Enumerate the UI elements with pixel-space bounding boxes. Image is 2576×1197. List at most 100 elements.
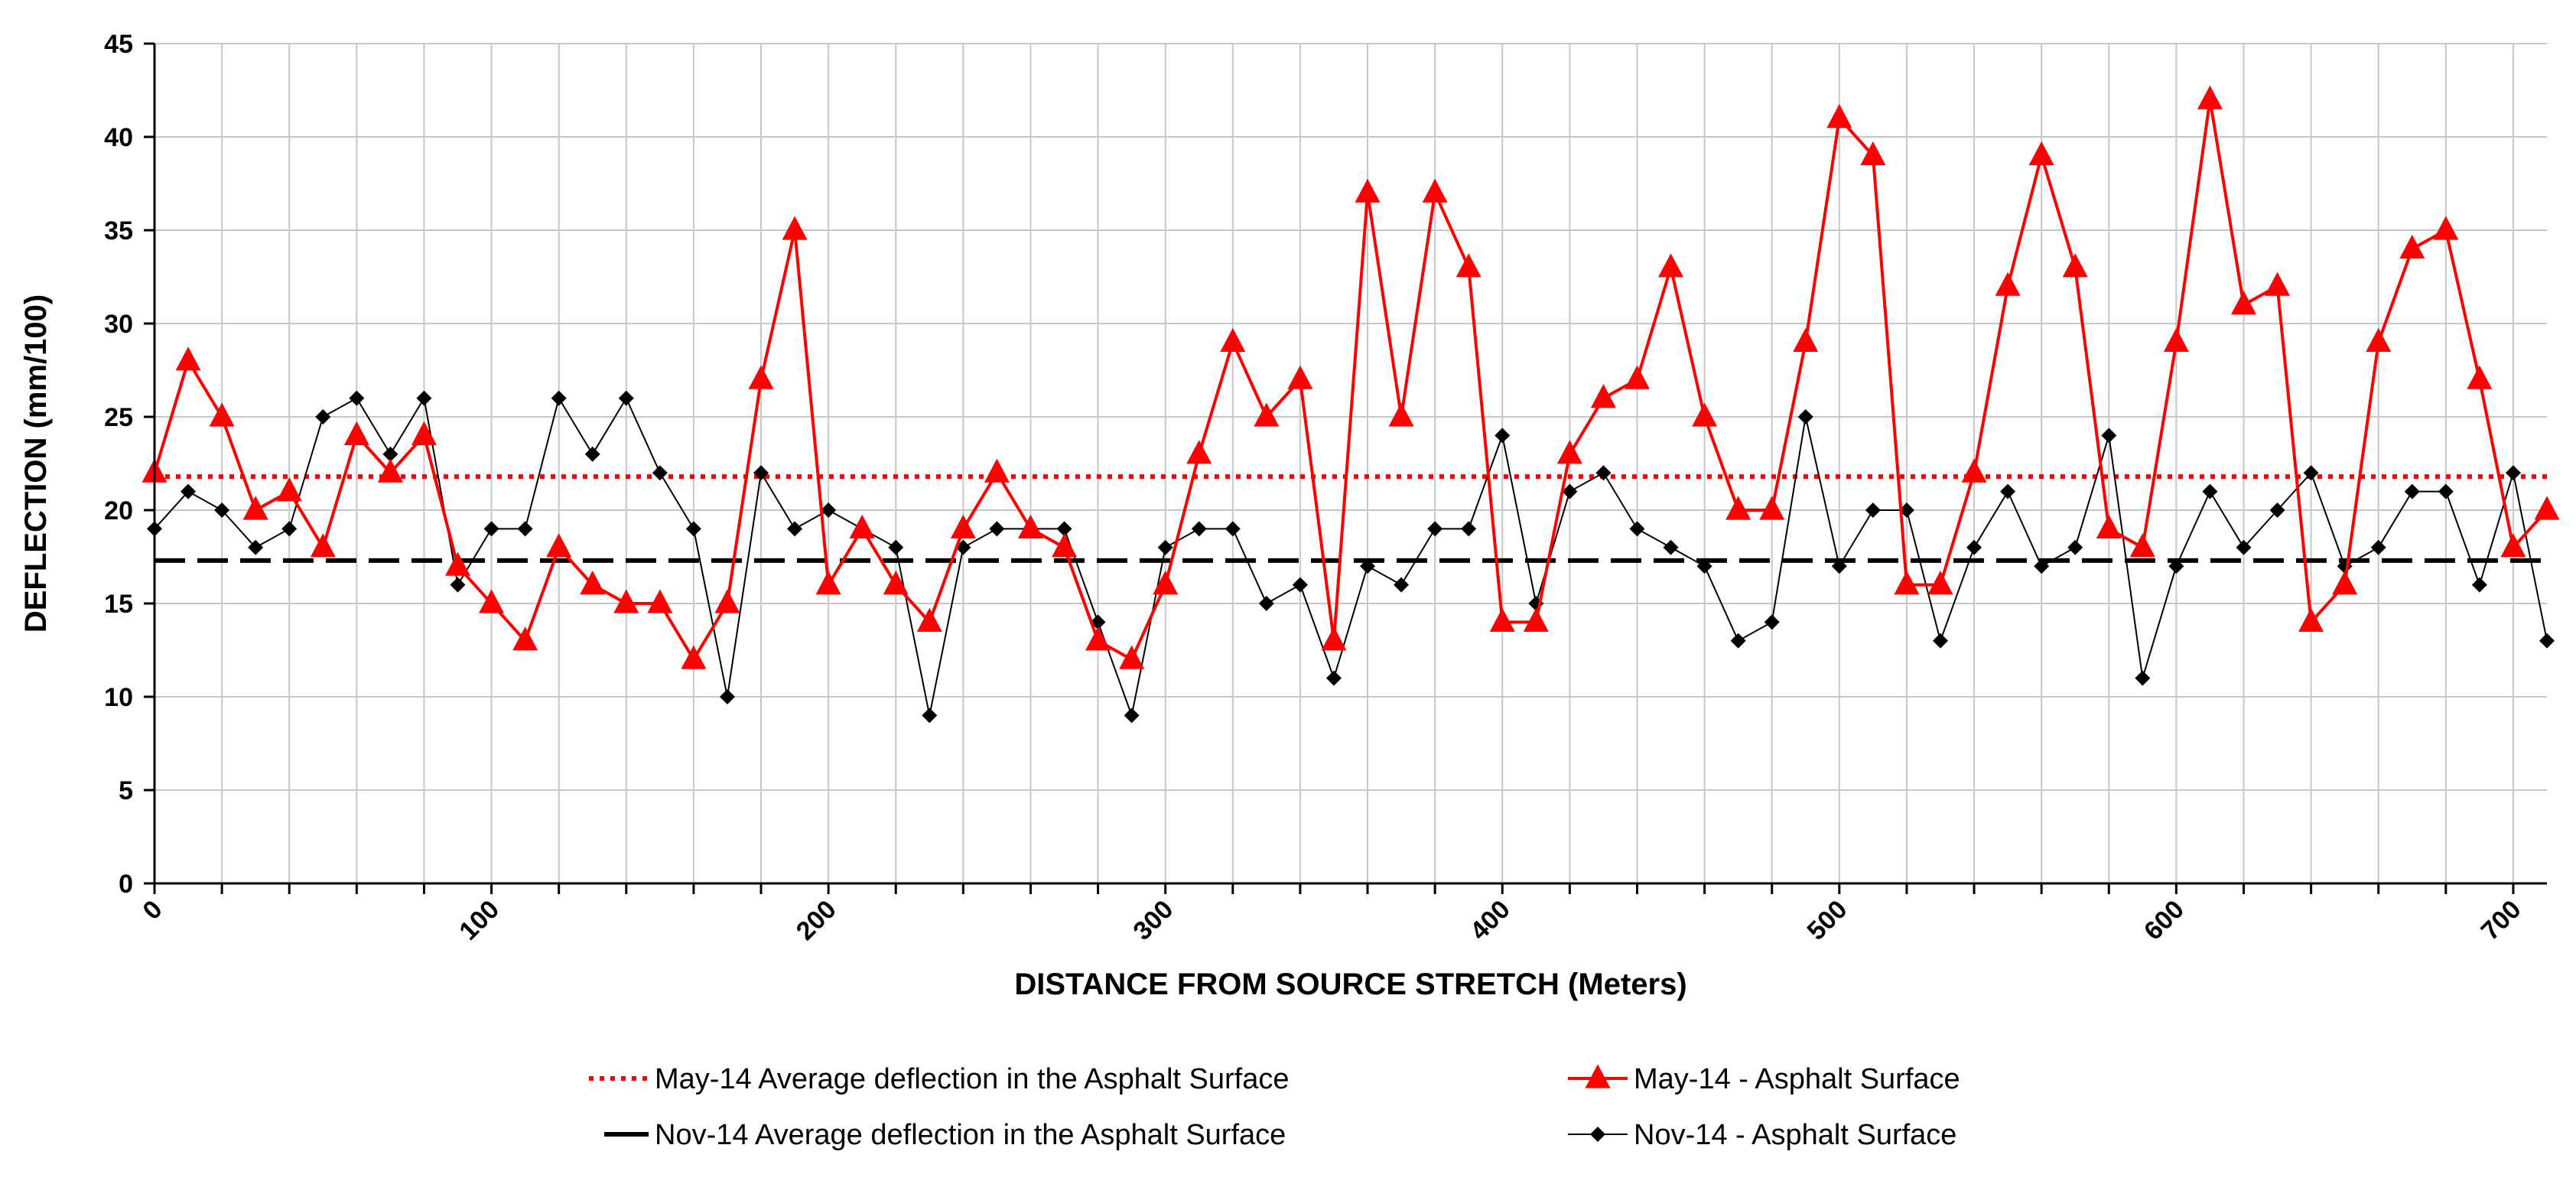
may14-point	[175, 346, 201, 371]
may14-point	[2399, 234, 2425, 259]
may14-point	[445, 551, 471, 576]
y-tick-label: 40	[104, 123, 133, 152]
may14-point	[242, 496, 268, 520]
nov14-point	[1865, 503, 1881, 518]
may14-point	[580, 571, 606, 595]
may14-point	[1085, 626, 1111, 651]
may14-point	[1793, 327, 1819, 352]
nov14-point	[2034, 558, 2050, 574]
may14-point	[310, 533, 336, 558]
may14-point	[209, 402, 235, 427]
may14-point	[714, 589, 740, 613]
may14-point	[1052, 533, 1078, 558]
legend: May-14 Average deflection in the Asphalt…	[589, 1063, 1960, 1151]
nov14-point	[2438, 483, 2454, 499]
nov14-point	[1124, 707, 1140, 724]
may14-point	[1725, 496, 1751, 520]
nov14-point	[1056, 521, 1072, 537]
nov14-point	[1292, 577, 1308, 593]
may14-point	[984, 458, 1010, 483]
may14-point	[1995, 272, 2021, 296]
may14-point	[2129, 533, 2155, 558]
nov14-point	[1360, 558, 1376, 574]
may14-point	[2265, 272, 2291, 296]
grid-layer	[154, 43, 2547, 883]
may14-point	[1489, 607, 1515, 632]
x-tick-label: 700	[2476, 895, 2527, 946]
may14-point	[1186, 440, 1212, 464]
nov14-point	[2168, 558, 2184, 574]
may14-point	[883, 571, 909, 595]
may14-point	[1759, 496, 1785, 520]
may14-point	[1826, 104, 1852, 128]
may14-point	[479, 589, 505, 613]
may14-series-line	[153, 98, 2548, 662]
may14-point	[1388, 402, 1414, 427]
nov14-point	[181, 483, 197, 499]
nov14-point	[2000, 483, 2016, 499]
may14-point	[613, 589, 639, 613]
may14-point	[2230, 291, 2256, 315]
nov14-point	[214, 503, 230, 518]
legend-marker	[1590, 1127, 1605, 1142]
may14-point	[950, 514, 976, 538]
may14-point	[849, 514, 875, 538]
legend-label: May-14 - Asphalt Surface	[1634, 1063, 1960, 1095]
x-tick-label: 300	[1127, 895, 1179, 946]
y-tick-label: 25	[104, 403, 133, 432]
x-tick-label: 400	[1465, 895, 1516, 946]
nov14-point	[2471, 577, 2487, 593]
may14-point	[2062, 253, 2088, 278]
may14-point	[1624, 365, 1650, 389]
nov14-point	[1629, 521, 1645, 537]
may14-point	[1422, 178, 1448, 203]
nov14-point	[1495, 428, 1511, 444]
axis-layer: 0 5 10 15 20 25 30 35 40 45 0 100 200 300 400 500 600 700…	[19, 30, 2547, 1001]
nov14-point	[753, 465, 769, 481]
nov14-point	[1764, 614, 1780, 630]
nov14-point	[416, 390, 432, 406]
legend-label: May-14 Average deflection in the Asphalt…	[655, 1063, 1290, 1095]
nov14-point	[2202, 483, 2218, 499]
nov14-point	[2101, 428, 2117, 444]
nov14-point	[2067, 539, 2083, 555]
may14-point	[2366, 327, 2392, 352]
y-tick-label: 10	[104, 683, 133, 712]
may14-point	[782, 216, 808, 240]
y-tick-label: 15	[104, 590, 133, 619]
y-tick-label: 5	[119, 776, 133, 805]
nov14-point	[584, 446, 600, 462]
nov14-point	[2135, 670, 2151, 686]
y-tick-label: 35	[104, 216, 133, 246]
may14-point	[1220, 327, 1246, 352]
may14-point	[512, 626, 538, 651]
may14-point	[1894, 571, 1920, 595]
nov14-point	[1696, 558, 1712, 574]
nov14-point	[1831, 558, 1847, 574]
nov14-point	[1325, 670, 1342, 686]
legend-item-may14-average: May-14 Average deflection in the Asphalt…	[589, 1063, 1290, 1095]
may14-point	[377, 458, 403, 483]
nov14-point	[821, 503, 837, 518]
nov14-point	[1461, 521, 1477, 537]
x-tick-label: 200	[791, 895, 842, 946]
nov14-point	[989, 521, 1005, 537]
nov14-point	[2404, 483, 2420, 499]
may14-point	[1692, 402, 1718, 427]
legend-item-nov14-average: Nov-14 Average deflection in the Asphalt…	[604, 1119, 1286, 1151]
may14-point	[1961, 458, 1987, 483]
nov14-point	[349, 390, 365, 406]
nov14-point	[248, 539, 264, 555]
may14-point	[1860, 141, 1886, 165]
nov14-point	[450, 577, 466, 593]
nov14-point	[719, 689, 735, 704]
nov14-point	[1663, 539, 1679, 555]
y-tick-label: 0	[119, 870, 133, 899]
nov14-point	[1797, 409, 1813, 424]
average-lines	[154, 474, 2547, 563]
nov14-point	[685, 521, 701, 537]
legend-label: Nov-14 Average deflection in the Asphalt…	[655, 1119, 1286, 1151]
nov14-point	[382, 446, 398, 462]
nov14-series-line	[154, 397, 2548, 717]
